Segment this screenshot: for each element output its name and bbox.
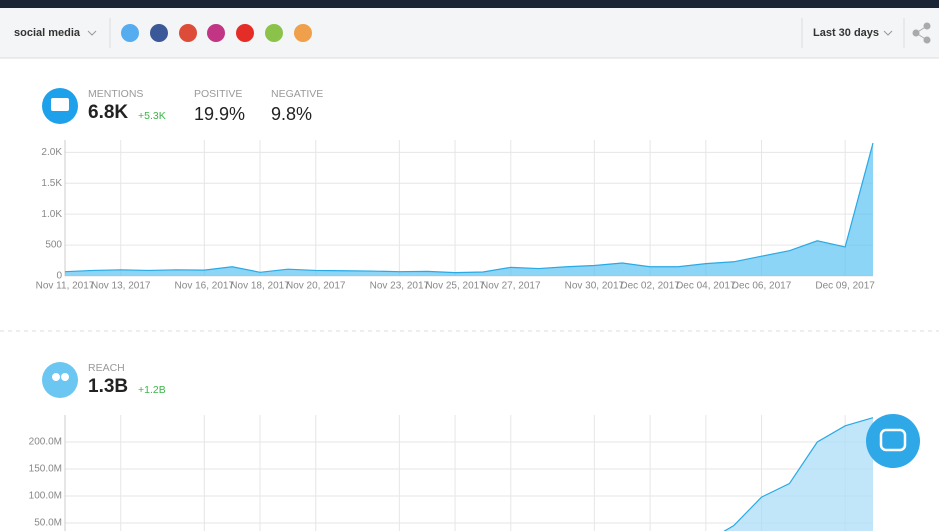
mentions-change: +5.3K <box>138 110 166 122</box>
x-tick-label: Dec 02, 2017 <box>620 281 680 292</box>
dropdown-caret <box>883 30 893 36</box>
y-tick-label: 200.0M <box>29 437 62 448</box>
y-tick-label: 150.0M <box>29 464 62 475</box>
chat-button[interactable] <box>866 414 920 468</box>
y-tick-label: 500 <box>45 240 62 251</box>
negative-label: NEGATIVE <box>271 88 323 100</box>
y-tick-label: 0 <box>56 271 62 282</box>
reach-change: +1.2B <box>138 384 166 396</box>
youtube-icon[interactable] <box>236 24 254 42</box>
social-icons <box>121 24 312 42</box>
x-tick-label: Nov 23, 2017 <box>370 281 430 292</box>
x-tick-label: Nov 13, 2017 <box>91 281 151 292</box>
top-bar <box>0 0 939 8</box>
positive-value: 19.9% <box>194 104 245 124</box>
positive-label: POSITIVE <box>194 88 242 100</box>
x-tick-label: Dec 09, 2017 <box>815 281 875 292</box>
reach-glyph <box>61 373 69 381</box>
x-tick-label: Nov 16, 2017 <box>175 281 235 292</box>
reach-label: REACH <box>88 362 125 374</box>
y-tick-label: 100.0M <box>29 491 62 502</box>
web-icon[interactable] <box>294 24 312 42</box>
reach-value: 1.3B <box>88 376 128 397</box>
x-tick-label: Nov 25, 2017 <box>425 281 485 292</box>
reach-icon <box>42 362 78 398</box>
facebook-icon[interactable] <box>150 24 168 42</box>
y-tick-label: 50.0M <box>34 518 62 529</box>
range-dropdown[interactable]: Last 30 days <box>813 27 879 39</box>
area <box>65 143 873 276</box>
mentions-value: 6.8K <box>88 102 128 123</box>
reach-glyph <box>52 373 60 381</box>
news-icon[interactable] <box>265 24 283 42</box>
line <box>723 417 874 531</box>
twitter-icon[interactable] <box>121 24 139 42</box>
y-tick-label: 2.0K <box>41 147 62 158</box>
x-tick-label: Nov 20, 2017 <box>286 281 346 292</box>
share-icon[interactable] <box>912 22 931 44</box>
x-tick-label: Nov 11, 2017 <box>36 281 95 292</box>
x-tick-label: Dec 06, 2017 <box>732 281 792 292</box>
x-tick-label: Nov 18, 2017 <box>230 281 290 292</box>
overlay <box>866 414 920 468</box>
negative-value: 9.8% <box>271 104 312 124</box>
filter-dropdown[interactable]: social media <box>14 27 81 39</box>
mentions-glyph <box>51 98 69 111</box>
x-tick-label: Nov 30, 2017 <box>565 281 625 292</box>
dropdown-caret <box>87 30 97 36</box>
x-tick-label: Dec 04, 2017 <box>676 281 736 292</box>
area <box>724 417 873 531</box>
toolbar <box>0 8 939 58</box>
instagram-icon[interactable] <box>207 24 225 42</box>
x-tick-label: Nov 27, 2017 <box>481 281 541 292</box>
y-tick-label: 1.5K <box>41 178 62 189</box>
y-tick-label: 1.0K <box>41 209 62 220</box>
googleplus-icon[interactable] <box>179 24 197 42</box>
line <box>64 142 874 274</box>
mentions-label: MENTIONS <box>88 88 143 100</box>
chat-glyph <box>879 428 907 452</box>
